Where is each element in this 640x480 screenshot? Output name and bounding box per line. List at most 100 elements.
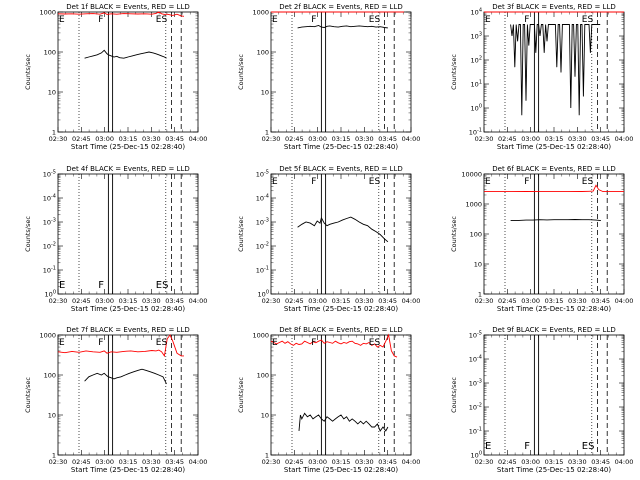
y-tick-label: 1000	[252, 9, 269, 17]
series-lld-line	[57, 334, 184, 358]
x-tick-label: 03:45	[378, 135, 397, 143]
x-tick-label: 04:00	[189, 135, 208, 143]
x-axis-label: Start Time (25-Dec-15 02:28:40)	[71, 143, 185, 151]
x-tick-label: 02:30	[475, 297, 494, 305]
panel-title: Det 9f BLACK = Events, RED = LLD	[492, 326, 615, 334]
x-tick-label: 02:30	[49, 297, 68, 305]
marker-label-f: F	[311, 15, 316, 25]
x-tick-label: 03:00	[308, 297, 327, 305]
marker-label-e: E	[272, 15, 278, 25]
y-tick-label: 10-5	[256, 170, 269, 179]
y-tick-label: 100	[44, 372, 56, 380]
panel-det-3: Det 3f BLACK = Events, RED = LLD 10-1 100 1…	[450, 3, 633, 151]
marker-label-es: ES	[156, 15, 168, 25]
marker-label-e: E	[485, 441, 491, 452]
panel-det-8: Det 8f BLACK = Events, RED = LLD 1 10 100 10…	[237, 326, 420, 474]
marker-label-es: ES	[582, 177, 594, 187]
y-tick-label: 100	[45, 290, 56, 299]
x-tick-label: 03:45	[591, 458, 610, 466]
marker-label-es: ES	[369, 177, 381, 187]
x-tick-label: 02:45	[498, 135, 517, 143]
y-tick-label: 103	[471, 32, 482, 41]
x-tick-label: 02:30	[49, 135, 68, 143]
y-tick-label: 100	[258, 290, 269, 299]
x-tick-label: 02:30	[475, 135, 494, 143]
y-tick-label: 10-5	[43, 170, 56, 179]
y-tick-label: 10-3	[43, 218, 56, 227]
y-tick-label: 10-4	[469, 355, 482, 364]
panel-title: Det 8f BLACK = Events, RED = LLD	[279, 326, 402, 334]
x-tick-label: 02:45	[285, 135, 304, 143]
x-tick-label: 02:45	[285, 297, 304, 305]
x-tick-label: 03:45	[378, 458, 397, 466]
x-tick-label: 04:00	[615, 458, 634, 466]
marker-label-f: F	[524, 15, 529, 25]
panel-det-9: Det 9f BLACK = Events, RED = LLD 100 10-1 1…	[450, 326, 633, 474]
x-tick-label: 02:30	[262, 297, 281, 305]
series-lld-line	[484, 184, 624, 193]
y-tick-label: 100	[470, 231, 482, 239]
x-tick-label: 03:00	[521, 458, 540, 466]
y-tick-label: 101	[471, 80, 482, 89]
y-tick-label: 10-1	[256, 266, 269, 275]
panel-title: Det 5f BLACK = Events, RED = LLD	[279, 165, 402, 173]
x-tick-label: 03:45	[165, 458, 184, 466]
marker-label-e: E	[59, 338, 65, 348]
x-axis-label: Start Time (25-Dec-15 02:28:40)	[71, 305, 185, 313]
x-tick-label: 02:30	[475, 458, 494, 466]
y-tick-label: 10	[474, 261, 482, 269]
marker-label-e: E	[485, 177, 491, 187]
x-tick-label: 03:45	[591, 135, 610, 143]
x-axis-label: Start Time (25-Dec-15 02:28:40)	[497, 143, 611, 151]
x-tick-label: 03:30	[142, 297, 161, 305]
y-axis-label: Counts/sec	[237, 216, 245, 252]
y-tick-label: 1000	[39, 9, 56, 17]
x-tick-label: 03:00	[95, 297, 114, 305]
x-tick-label: 03:30	[568, 458, 587, 466]
x-tick-label: 03:15	[545, 458, 564, 466]
y-tick-label: 1000	[39, 332, 56, 340]
y-tick-label: 10	[48, 412, 56, 420]
marker-label-es: ES	[582, 441, 595, 452]
x-tick-label: 03:15	[332, 458, 351, 466]
y-tick-label: 1	[52, 452, 56, 460]
y-axis-label: Counts/sec	[24, 216, 32, 252]
series-events-line	[297, 25, 388, 29]
series-events-line	[84, 49, 167, 59]
y-tick-label: 10	[261, 89, 269, 97]
panel-det-4: Det 4f BLACK = Events, RED = LLD 100 10-1 1…	[24, 165, 207, 313]
x-tick-label: 03:45	[591, 297, 610, 305]
y-tick-label: 10-1	[43, 266, 56, 275]
series-events-line	[510, 219, 601, 222]
x-axis-label: Start Time (25-Dec-15 02:28:40)	[497, 305, 611, 313]
x-tick-label: 03:30	[355, 297, 374, 305]
y-axis-label: Counts/sec	[24, 377, 32, 413]
x-tick-label: 02:45	[285, 458, 304, 466]
y-tick-label: 100	[257, 372, 269, 380]
x-tick-label: 02:30	[262, 135, 281, 143]
panel-det-5: Det 5f BLACK = Events, RED = LLD 100 10-1 1…	[237, 165, 420, 313]
series-lld-line	[57, 11, 185, 17]
x-axis-label: Start Time (25-Dec-15 02:28:40)	[284, 143, 398, 151]
panel-det-2: Det 2f BLACK = Events, RED = LLD 1 10 100 10…	[237, 3, 420, 151]
y-axis-label: Counts/sec	[450, 377, 458, 413]
x-tick-label: 02:45	[72, 297, 91, 305]
x-tick-label: 04:00	[615, 135, 634, 143]
y-axis-label: Counts/sec	[24, 54, 32, 90]
x-tick-label: 03:45	[378, 297, 397, 305]
x-tick-label: 03:15	[119, 458, 138, 466]
y-tick-label: 102	[471, 56, 482, 65]
x-axis-label: Start Time (25-Dec-15 02:28:40)	[284, 305, 398, 313]
x-axis-label: Start Time (25-Dec-15 02:28:40)	[497, 466, 611, 474]
x-tick-label: 03:30	[355, 135, 374, 143]
x-tick-label: 03:00	[95, 458, 114, 466]
y-tick-label: 10-3	[256, 218, 269, 227]
marker-label-es: ES	[582, 15, 594, 25]
marker-label-f: F	[98, 338, 103, 348]
x-tick-label: 03:15	[545, 297, 564, 305]
marker-label-e: E	[59, 15, 65, 25]
x-tick-label: 03:15	[545, 135, 564, 143]
panel-title: Det 7f BLACK = Events, RED = LLD	[66, 326, 189, 334]
